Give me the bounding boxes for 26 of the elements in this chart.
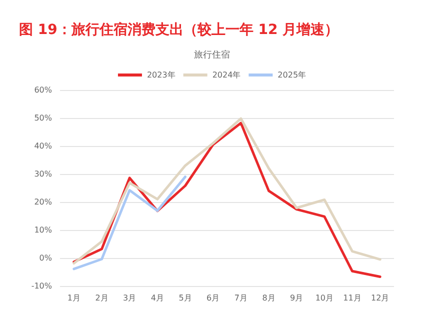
x-tick-label: 11月 <box>343 294 362 302</box>
x-tick-label: 2月 <box>95 294 108 302</box>
y-tick-label: -10% <box>31 282 52 290</box>
x-tick-label: 7月 <box>234 294 248 302</box>
y-tick-label: 40% <box>34 142 52 150</box>
x-tick-label: 1月 <box>67 294 80 302</box>
y-tick-label: 30% <box>34 170 52 178</box>
chart-title: 图 19：旅行住宿消费支出（较上一年 12 月增速） <box>19 21 339 38</box>
x-tick-label: 10月 <box>315 294 334 302</box>
y-tick-label: 50% <box>34 114 52 122</box>
y-tick-label: 0% <box>39 254 52 262</box>
x-tick-label: 6月 <box>206 294 220 302</box>
x-tick-label: 12月 <box>370 294 390 302</box>
line-series <box>72 176 186 270</box>
x-tick-label: 3月 <box>123 294 136 302</box>
chart-subtitle: 旅行住宿 <box>194 50 230 60</box>
legend-label: 2024年 <box>212 70 241 80</box>
x-tick-label: 9月 <box>290 294 304 302</box>
legend-label: 2025年 <box>278 70 306 80</box>
x-tick-label: 4月 <box>150 294 164 302</box>
legend-label: 2023年 <box>146 70 176 80</box>
y-tick-label: 60% <box>34 86 52 94</box>
x-tick-label: 5月 <box>178 294 192 302</box>
y-tick-label: 10% <box>34 226 52 234</box>
y-tick-label: 20% <box>34 198 52 206</box>
x-tick-label: 8月 <box>262 294 276 302</box>
